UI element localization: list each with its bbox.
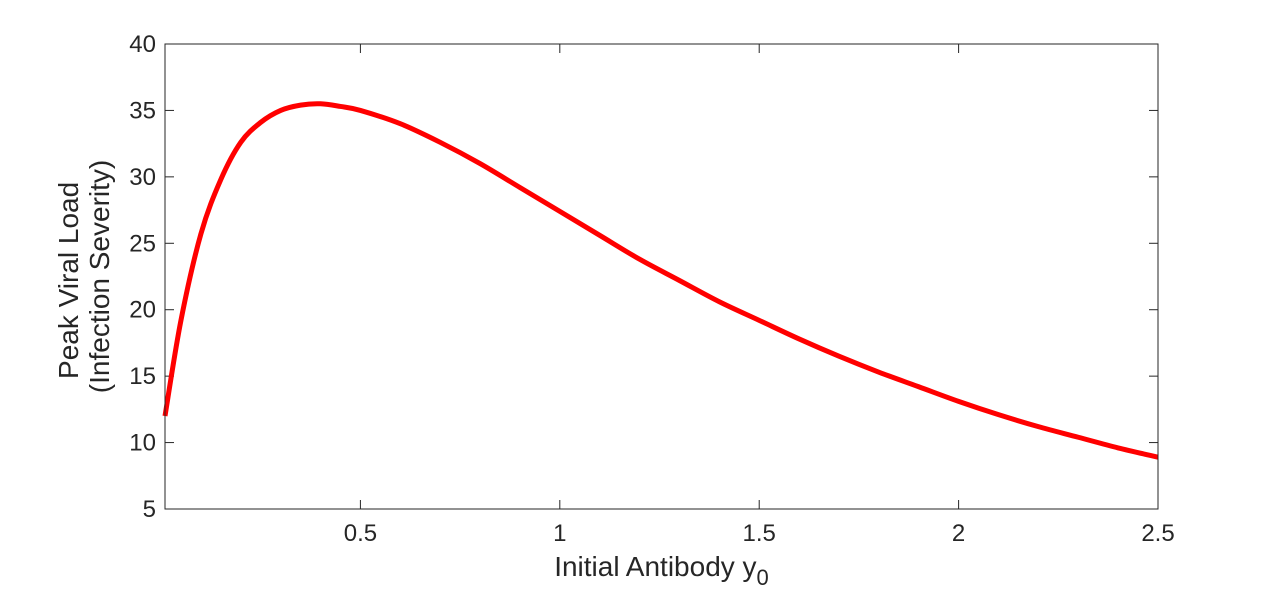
y-tick-label: 15 <box>129 363 156 390</box>
series-layer <box>162 101 1159 460</box>
plot-area <box>165 44 1158 509</box>
y-tick-label: 20 <box>129 297 156 324</box>
y-tick-label: 30 <box>129 164 156 191</box>
y-axis-label-line-1: Peak Viral Load <box>53 182 84 379</box>
y-tick-label: 35 <box>129 97 156 124</box>
y-tick-label: 25 <box>129 230 156 257</box>
x-axis-label-subscript: 0 <box>757 565 769 590</box>
series-line <box>162 101 1159 460</box>
y-tick-label: 5 <box>143 496 156 523</box>
x-tick-label: 2 <box>952 520 965 547</box>
y-axis-label-line-2: (Infection Severity) <box>84 160 115 393</box>
x-tick-label: 1 <box>553 520 566 547</box>
x-axis-label-main: Initial Antibody y <box>554 551 756 582</box>
y-tick-label: 10 <box>129 430 156 457</box>
x-tick-label: 1.5 <box>743 520 776 547</box>
x-tick-label: 0.5 <box>344 520 377 547</box>
y-axis-label: Peak Viral Load (Infection Severity) <box>53 160 115 393</box>
x-axis-label: Initial Antibody y0 <box>554 551 769 590</box>
ticks-layer: 0.5 1 1.5 2 2.5 5 10 15 20 25 30 35 40 <box>129 31 1174 547</box>
y-tick-label: 40 <box>129 31 156 58</box>
x-tick-label: 2.5 <box>1141 520 1174 547</box>
axes-box <box>164 43 1159 510</box>
